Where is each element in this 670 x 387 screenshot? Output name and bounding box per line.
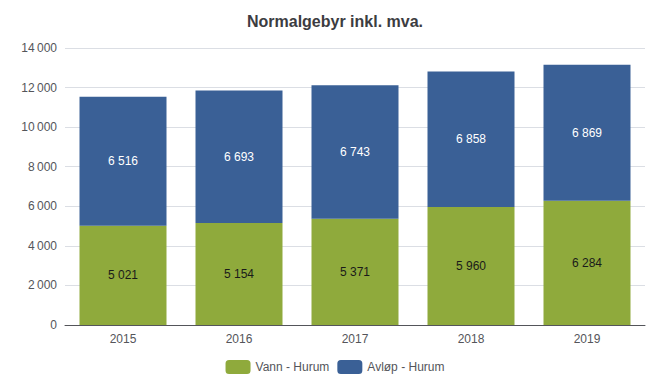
- svg-text:2 000: 2 000: [28, 278, 57, 292]
- svg-text:5 371: 5 371: [340, 265, 370, 279]
- svg-text:5 154: 5 154: [224, 267, 254, 281]
- svg-text:2015: 2015: [110, 332, 137, 346]
- svg-text:6 516: 6 516: [108, 154, 138, 168]
- svg-text:6 743: 6 743: [340, 145, 370, 159]
- svg-text:4 000: 4 000: [28, 239, 57, 253]
- svg-text:2019: 2019: [574, 332, 601, 346]
- svg-text:6 000: 6 000: [28, 199, 57, 213]
- svg-text:0: 0: [50, 318, 57, 332]
- svg-text:2018: 2018: [458, 332, 485, 346]
- svg-text:2017: 2017: [342, 332, 369, 346]
- svg-text:14 000: 14 000: [21, 41, 57, 55]
- svg-text:Avløp - Hurum: Avløp - Hurum: [367, 360, 444, 374]
- svg-text:2016: 2016: [226, 332, 253, 346]
- svg-text:Normalgebyr inkl. mva.: Normalgebyr inkl. mva.: [247, 13, 423, 30]
- svg-text:6 693: 6 693: [224, 150, 254, 164]
- svg-text:6 284: 6 284: [572, 256, 602, 270]
- svg-text:12 000: 12 000: [21, 81, 57, 95]
- svg-text:5 021: 5 021: [108, 268, 138, 282]
- svg-text:8 000: 8 000: [28, 160, 57, 174]
- svg-text:Vann - Hurum: Vann - Hurum: [256, 360, 330, 374]
- svg-text:6 869: 6 869: [572, 126, 602, 140]
- svg-text:6 858: 6 858: [456, 132, 486, 146]
- svg-text:5 960: 5 960: [456, 259, 486, 273]
- svg-text:10 000: 10 000: [21, 120, 57, 134]
